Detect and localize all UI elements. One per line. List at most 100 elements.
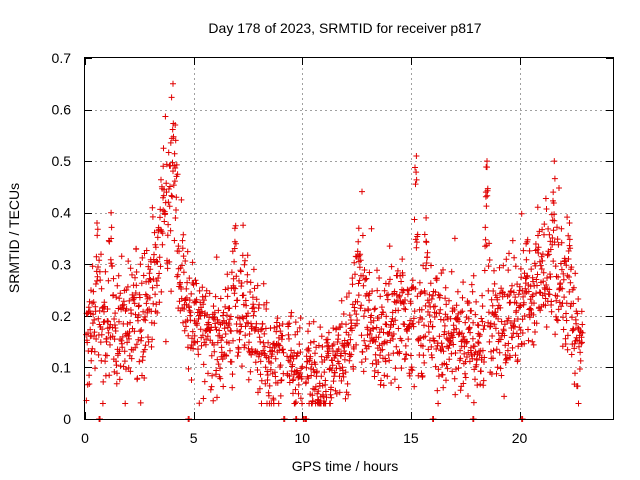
data-point <box>520 293 527 300</box>
data-point <box>562 335 569 342</box>
data-point <box>317 324 324 331</box>
data-point <box>451 306 458 313</box>
data-point <box>228 328 235 335</box>
data-point <box>167 183 173 190</box>
data-point <box>208 352 215 359</box>
data-point <box>429 354 436 361</box>
data-point <box>506 250 512 257</box>
data-point <box>253 296 260 303</box>
data-point <box>501 321 508 328</box>
data-point <box>336 389 343 396</box>
data-point <box>524 236 531 243</box>
data-point <box>172 122 179 128</box>
data-point <box>239 314 246 321</box>
data-point <box>98 357 105 364</box>
data-point <box>197 326 204 333</box>
data-point <box>136 302 142 309</box>
data-point <box>279 321 286 327</box>
data-point <box>521 313 528 319</box>
data-point <box>369 288 376 295</box>
data-point <box>241 342 248 348</box>
data-point <box>563 310 569 317</box>
data-point <box>555 241 562 248</box>
data-point <box>553 297 560 304</box>
data-point <box>413 239 420 246</box>
data-point <box>158 288 165 295</box>
data-point <box>192 277 199 284</box>
data-point <box>338 377 345 384</box>
data-point <box>551 239 558 246</box>
data-point <box>156 254 163 261</box>
data-point <box>117 290 124 297</box>
data-point <box>523 256 530 263</box>
y-tick-label: 0 <box>63 411 71 427</box>
data-point <box>232 303 239 310</box>
data-point <box>294 328 301 335</box>
data-point <box>361 337 368 344</box>
data-point <box>246 339 252 346</box>
data-point <box>406 372 413 379</box>
data-point <box>421 359 428 366</box>
data-point <box>538 266 545 272</box>
data-point <box>553 313 559 320</box>
data-point <box>534 282 540 289</box>
data-point <box>213 367 220 374</box>
data-point <box>96 257 103 264</box>
data-point <box>160 207 167 214</box>
data-point <box>250 266 257 273</box>
data-point <box>448 268 455 275</box>
data-point <box>90 299 97 306</box>
data-point <box>566 274 572 280</box>
data-point <box>217 295 224 302</box>
data-point <box>431 314 438 320</box>
data-point <box>124 321 131 327</box>
data-point <box>242 257 248 264</box>
data-point <box>468 281 475 288</box>
data-point <box>453 302 460 309</box>
data-point <box>211 348 218 355</box>
data-point <box>124 283 131 290</box>
data-point <box>422 290 428 297</box>
data-point <box>384 373 391 380</box>
data-point <box>212 293 219 300</box>
data-point <box>387 322 394 329</box>
data-point <box>201 378 208 385</box>
data-point <box>261 330 268 337</box>
data-point <box>165 221 172 228</box>
data-point <box>569 314 575 321</box>
data-point <box>425 308 431 315</box>
data-point <box>365 307 372 314</box>
data-point <box>358 332 365 339</box>
data-point <box>494 296 501 303</box>
data-point <box>460 380 467 387</box>
data-point <box>106 238 113 245</box>
data-point <box>488 296 495 303</box>
data-point <box>237 268 244 275</box>
data-point <box>440 317 447 323</box>
data-point <box>474 382 481 389</box>
data-point <box>454 288 461 295</box>
data-point <box>213 254 220 261</box>
data-point <box>478 315 485 322</box>
data-point <box>327 391 334 398</box>
data-point <box>179 245 186 252</box>
data-point <box>380 309 387 316</box>
data-point <box>422 265 429 272</box>
data-point <box>544 275 550 281</box>
data-point <box>276 342 283 349</box>
data-point <box>403 351 410 358</box>
data-point <box>465 315 472 322</box>
data-point <box>519 316 526 323</box>
data-point <box>170 168 176 175</box>
data-point <box>486 240 493 247</box>
data-point <box>114 370 120 377</box>
data-point <box>466 299 472 306</box>
data-point <box>220 383 227 390</box>
data-point <box>361 267 368 273</box>
data-point <box>539 257 546 264</box>
data-point <box>395 307 402 314</box>
data-point <box>111 336 118 343</box>
data-point <box>240 222 247 229</box>
y-tick-label: 0.6 <box>52 102 72 118</box>
data-point <box>357 257 364 264</box>
